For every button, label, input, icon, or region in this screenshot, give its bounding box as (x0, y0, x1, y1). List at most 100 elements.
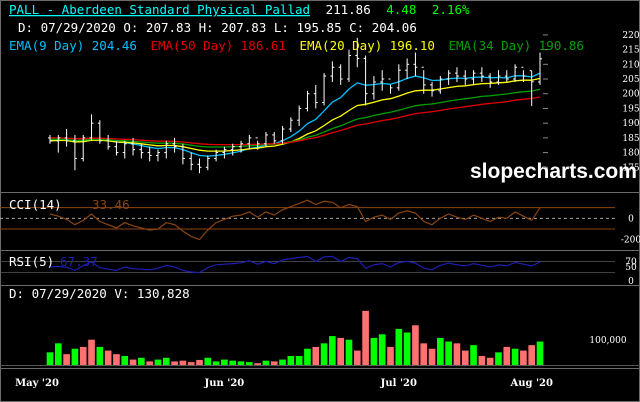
ohlc-bar (371, 76, 376, 100)
volume-bar (146, 361, 153, 365)
price-tick-label: 205 (622, 75, 639, 85)
volume-bar (204, 357, 212, 365)
ohlc-bar (205, 155, 210, 171)
ohlc-bar (131, 137, 136, 156)
ohlc-bar (471, 70, 476, 85)
ohlc-bar (72, 134, 77, 171)
price-tick-label: 210 (622, 60, 639, 70)
rsi-tick-label: 70 (625, 257, 637, 267)
volume-bar (104, 350, 112, 365)
volume-bar (154, 359, 162, 365)
ohlc-bar (430, 81, 435, 97)
volume-bar (96, 346, 104, 365)
volume-bar (312, 346, 320, 365)
ohlc-bar (139, 143, 144, 159)
volume-bar (71, 348, 79, 365)
ohlc-bar (363, 55, 368, 106)
volume-bar (187, 362, 195, 365)
date-tick-label: Jun '20 (204, 378, 245, 389)
volume-bar (320, 343, 328, 365)
ohlc-bar (504, 70, 509, 82)
ohlc-bar (479, 67, 484, 82)
volume-bar (79, 346, 87, 365)
volume-bar (196, 359, 203, 365)
ohlc-bar (288, 117, 293, 132)
volume-bar (229, 360, 237, 365)
ohlc-bar (64, 129, 69, 147)
volume-bar (88, 339, 95, 365)
ohlc-bar (214, 149, 219, 162)
ohlc-bar (297, 105, 302, 127)
ohlc-bar (230, 143, 235, 156)
ohlc-bar (272, 131, 277, 144)
volume-bar (63, 354, 70, 365)
volume-bar (470, 345, 477, 365)
volume-bar (345, 339, 353, 365)
last-price: 211.86 (326, 2, 371, 17)
volume-bar (46, 352, 54, 365)
volume-bar (138, 357, 145, 365)
volume-bar (428, 348, 436, 365)
ohlc-bar (89, 114, 94, 141)
date-tick-label: Jul '20 (380, 378, 417, 389)
volume-bar (121, 355, 129, 365)
price-tick-label: 200 (622, 90, 639, 100)
volume-bar (495, 352, 502, 365)
volume-bar (503, 346, 511, 365)
ohlc-bar (330, 61, 335, 82)
volume-bar (536, 341, 544, 365)
price-change-pct: 2.16% (432, 2, 470, 17)
rsi-line (49, 255, 541, 274)
ohlc-bar (239, 140, 244, 153)
ohlc-bar (438, 76, 443, 94)
date-tick-label: Aug '20 (509, 378, 553, 389)
ohlc-bar (222, 146, 227, 159)
volume-bar (129, 359, 137, 365)
volume-bar (486, 357, 494, 365)
ticker-title[interactable]: PALL - Aberdeen Standard Physical Pallad (9, 2, 310, 17)
ohlc-bar (388, 78, 393, 94)
ema9-legend: EMA(9 Day) 204.46 (9, 38, 137, 53)
price-y-axis: 175 180 185 190 195 200 205 210 215 220 (543, 31, 640, 173)
price-tick-label: 195 (622, 104, 639, 114)
cci-tick-label: -200 (621, 236, 640, 246)
price-tick-label: 220 (622, 31, 639, 41)
rsi-label: RSI(5) (9, 254, 54, 269)
ohlc-bar (114, 140, 119, 156)
volume-bar (520, 350, 527, 365)
volume-bar (412, 325, 419, 365)
cci-line (49, 199, 541, 241)
cci-value: 33.46 (92, 197, 130, 212)
price-tick-label: 215 (622, 46, 639, 56)
ohlc-bar (56, 134, 61, 153)
ohlc-bar (513, 64, 518, 82)
ema-line-3 (50, 96, 541, 146)
volume-bar (437, 337, 444, 365)
ohlc-bar (488, 73, 493, 88)
volume-bar (262, 360, 270, 365)
ema34-legend: EMA(34 Day) 190.86 (448, 38, 583, 53)
ohlc-bar (172, 137, 177, 153)
price-change: 4.48 (386, 2, 416, 17)
ohlc-bar (147, 146, 152, 162)
price-tick-label: 180 (622, 149, 639, 159)
volume-readout: D: 07/29/2020 V: 130,828 (9, 286, 190, 301)
volume-tick-label: 100,000 (589, 336, 626, 346)
ohlc-bar (106, 134, 111, 150)
ohlc-bar (405, 58, 410, 80)
ohlc-bar (496, 70, 501, 85)
ohlc-bar (48, 134, 52, 144)
ohlc-bar (413, 52, 418, 77)
ohlc-bar (247, 134, 252, 150)
ohlc-bar (538, 52, 542, 85)
ohlc-bar (280, 126, 285, 144)
volume-bar (270, 361, 278, 365)
price-tick-label: 190 (622, 119, 639, 129)
ohlc-bar (521, 66, 526, 82)
volume-bar (279, 359, 286, 365)
volume-bar (295, 355, 303, 365)
ohlc-bar (421, 66, 426, 94)
volume-bar (179, 360, 187, 365)
